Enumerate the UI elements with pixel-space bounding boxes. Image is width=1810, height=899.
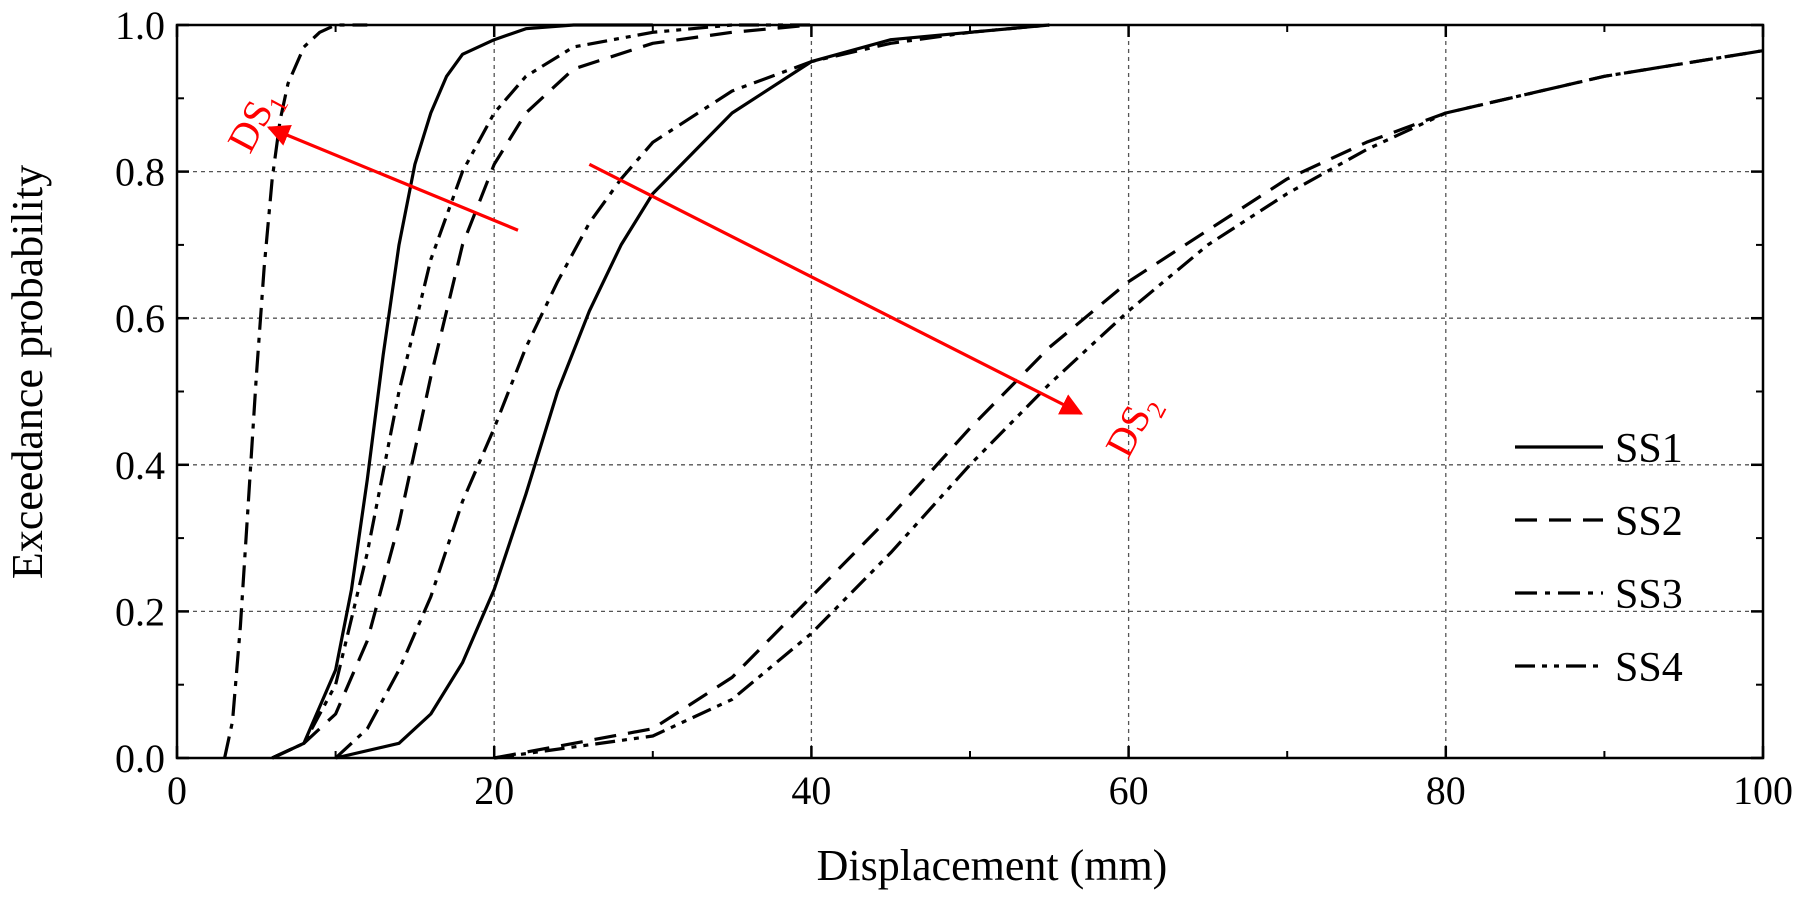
series-line-ss1-ds1 bbox=[271, 23, 653, 760]
series-line-ss4-ds2 bbox=[493, 49, 1764, 760]
x-tick-label: 40 bbox=[791, 768, 831, 813]
legend-label-ss4: SS4 bbox=[1615, 645, 1683, 691]
y-axis-title: Exceedance probability bbox=[3, 165, 52, 579]
annotation-ds1: DS1 bbox=[218, 81, 294, 162]
x-axis-title: Displacement (mm) bbox=[817, 841, 1168, 890]
legend-label-ss1: SS1 bbox=[1615, 426, 1683, 472]
series-line-ss2-ds1 bbox=[271, 23, 812, 760]
x-tick-label: 80 bbox=[1426, 768, 1466, 813]
ds1-arrow bbox=[266, 124, 519, 232]
y-tick-label: 1.0 bbox=[115, 3, 165, 48]
y-tick-label: 0.6 bbox=[115, 296, 165, 341]
ds2-arrow bbox=[588, 162, 1084, 415]
series-line-ss4-ds1 bbox=[271, 23, 812, 760]
y-tick-label: 0.2 bbox=[115, 589, 165, 634]
annotation-ds2: DS2 bbox=[1096, 386, 1172, 467]
x-tick-label: 20 bbox=[474, 768, 514, 813]
series-line-ss3-ds2 bbox=[334, 23, 1050, 760]
legend: SS1 SS2 SS3 SS4 bbox=[1515, 426, 1683, 691]
annotations: DS1 DS2 bbox=[218, 81, 1172, 467]
y-tick-label: 0.8 bbox=[115, 150, 165, 195]
legend-label-ss3: SS3 bbox=[1615, 572, 1683, 618]
series-lines bbox=[223, 23, 1764, 760]
plot-frame bbox=[175, 23, 1765, 760]
legend-label-ss2: SS2 bbox=[1615, 499, 1683, 545]
grid bbox=[177, 25, 1763, 758]
x-tick-label: 60 bbox=[1109, 768, 1149, 813]
x-tick-label: 100 bbox=[1733, 768, 1793, 813]
x-tick-label: 0 bbox=[167, 768, 187, 813]
y-tick-label: 0.4 bbox=[115, 443, 165, 488]
axis-ticks: 0 20 40 60 80 100 0.0 0.2 0.4 0.6 0.8 1.0 bbox=[115, 3, 1793, 813]
series-line-ss3-ds1 bbox=[223, 23, 368, 759]
series-line-ss1-ds2 bbox=[335, 23, 1050, 760]
y-tick-label: 0.0 bbox=[115, 736, 165, 781]
